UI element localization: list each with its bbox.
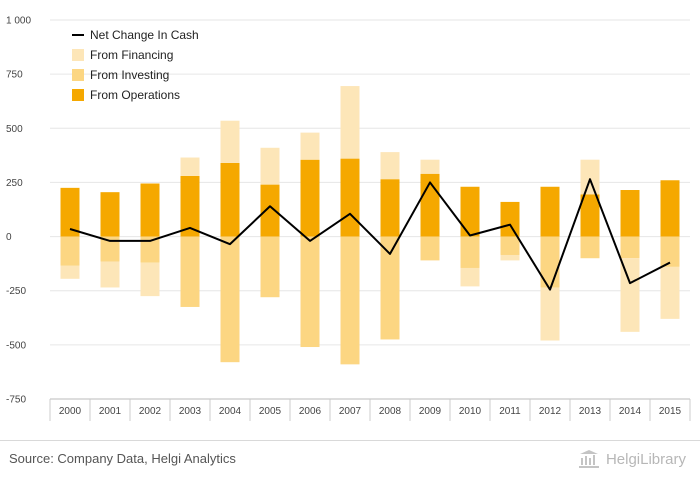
line-net-change-in-cash xyxy=(69,178,671,291)
bar-from-investing xyxy=(260,236,280,298)
bar-from-investing xyxy=(300,236,320,348)
legend-swatch xyxy=(72,69,84,81)
x-tick-label: 2005 xyxy=(259,406,282,417)
bar-from-financing xyxy=(100,261,120,288)
bar-from-operations xyxy=(220,162,240,237)
legend-label: From Financing xyxy=(90,48,173,62)
bar-from-financing xyxy=(260,147,280,185)
cash-flow-chart: -750 -500 -250 0 250 500 750 1 000 2000 2001 2002 2… xyxy=(6,16,691,421)
x-tick-label: 2002 xyxy=(139,406,162,417)
bar-from-financing xyxy=(180,157,200,176)
bar-from-operations xyxy=(540,186,560,237)
bar-from-investing xyxy=(580,236,600,259)
bar-from-financing xyxy=(220,120,240,163)
x-tick-label: 2000 xyxy=(59,406,82,417)
bar-from-investing xyxy=(60,236,80,266)
bar-from-financing xyxy=(460,267,480,287)
bar-from-financing xyxy=(620,258,640,332)
legend-label: From Operations xyxy=(90,88,180,102)
bar-from-operations xyxy=(340,158,360,237)
brand-text: HelgiLibrary xyxy=(605,450,686,468)
legend-label: Net Change In Cash xyxy=(90,28,199,42)
x-tick-label: 2003 xyxy=(179,406,202,417)
bar-from-investing xyxy=(140,236,160,263)
x-tick-label: 2007 xyxy=(339,406,362,417)
x-tick-label: 2001 xyxy=(99,406,122,417)
y-tick-label: 750 xyxy=(6,70,23,81)
x-tick-label: 2010 xyxy=(459,406,482,417)
bar-from-operations xyxy=(60,187,80,237)
library-icon xyxy=(578,450,599,468)
bar-from-investing xyxy=(380,236,400,340)
y-tick-label: -750 xyxy=(6,395,26,406)
bar-from-investing xyxy=(220,236,240,363)
x-tick-label: 2015 xyxy=(659,406,682,417)
bar-from-financing xyxy=(580,159,600,195)
bar-from-financing xyxy=(660,266,680,319)
x-tick-label: 2012 xyxy=(539,406,562,417)
bar-from-operations xyxy=(660,180,680,237)
source-text: Source: Company Data, Helgi Analytics xyxy=(9,451,236,466)
brand-logo: HelgiLibrary xyxy=(578,449,686,469)
bar-from-investing xyxy=(180,236,200,307)
bar-from-operations xyxy=(100,192,120,237)
bar-from-financing xyxy=(500,254,520,261)
legend-label: From Investing xyxy=(90,68,169,82)
bar-from-operations xyxy=(460,186,480,237)
bar-from-operations xyxy=(180,175,200,237)
bar-from-investing xyxy=(500,236,520,255)
footer: Source: Company Data, Helgi Analytics He… xyxy=(0,440,700,484)
bar-from-operations xyxy=(380,179,400,237)
y-tick-label: 250 xyxy=(6,178,23,189)
bar-from-financing xyxy=(60,265,80,279)
x-tick-label: 2004 xyxy=(219,406,242,417)
bar-from-financing xyxy=(380,152,400,180)
x-tick-label: 2013 xyxy=(579,406,602,417)
y-tick-label: 500 xyxy=(6,124,23,135)
bar-from-operations xyxy=(140,183,160,237)
bar-from-operations xyxy=(620,190,640,237)
bar-from-financing xyxy=(140,262,160,297)
bar-from-operations xyxy=(500,201,520,237)
bar-from-financing xyxy=(300,132,320,160)
x-tick-label: 2009 xyxy=(419,406,442,417)
bar-from-financing xyxy=(420,159,440,174)
y-tick-label: -500 xyxy=(6,340,26,351)
x-tick-label: 2011 xyxy=(499,406,521,417)
bar-from-investing xyxy=(340,236,360,365)
bar-from-investing xyxy=(420,236,440,261)
y-tick-label: 0 xyxy=(6,232,12,243)
bar-from-investing xyxy=(100,236,120,262)
y-tick-label: -250 xyxy=(6,286,26,297)
legend-swatch xyxy=(72,89,84,101)
bar-from-operations xyxy=(300,159,320,237)
x-tick-label: 2006 xyxy=(299,406,322,417)
bar-from-investing xyxy=(660,236,680,267)
x-tick-label: 2014 xyxy=(619,406,642,417)
legend-swatch xyxy=(72,49,84,61)
chart-svg: -750 -500 -250 0 250 500 750 1 000 2000 2001 2002 2… xyxy=(6,16,691,421)
bar-from-operations xyxy=(260,184,280,237)
bar-from-operations xyxy=(580,194,600,237)
bar-from-financing xyxy=(540,287,560,341)
bar-from-investing xyxy=(460,236,480,268)
y-tick-label: 1 000 xyxy=(6,16,31,27)
bar-from-investing xyxy=(620,236,640,259)
bar-from-financing xyxy=(340,86,360,159)
x-tick-label: 2008 xyxy=(379,406,402,417)
